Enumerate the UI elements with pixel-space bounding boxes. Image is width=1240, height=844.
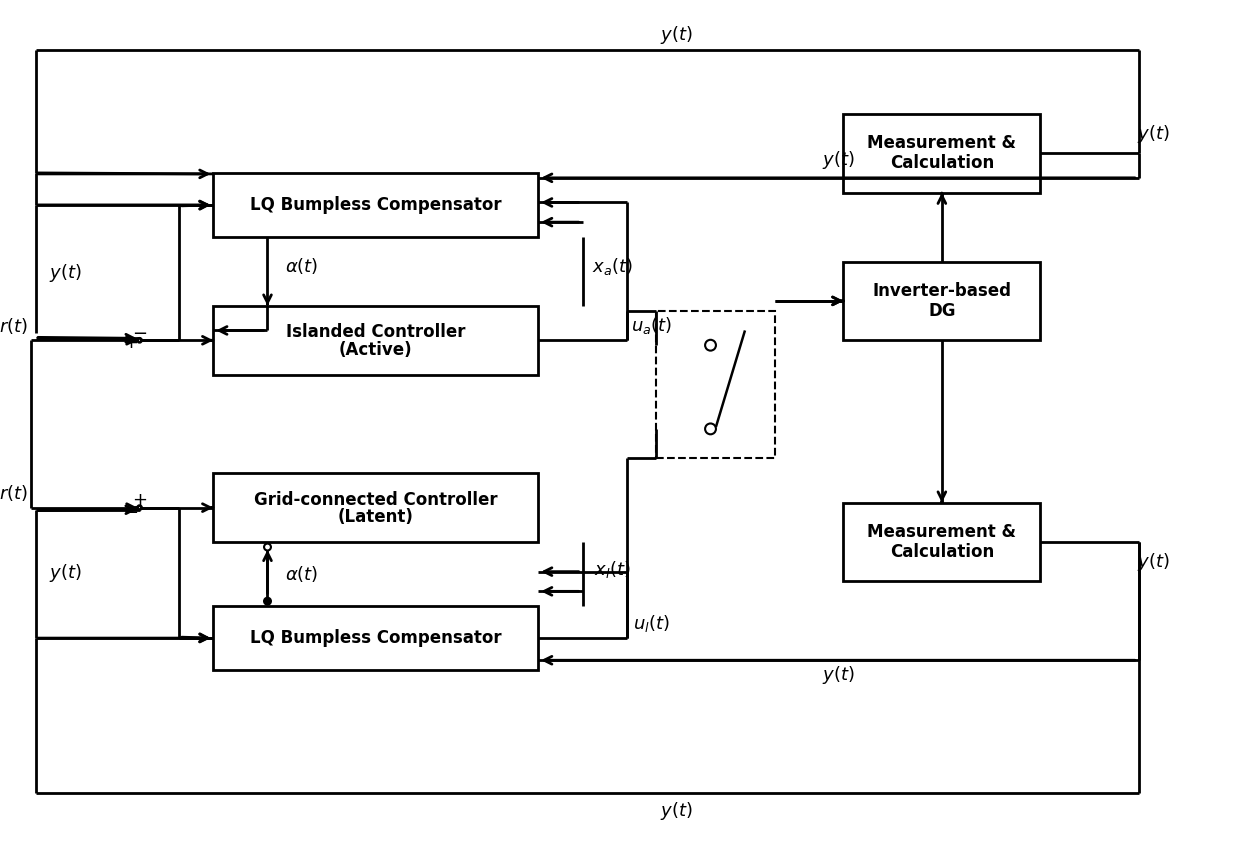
Text: $-$: $-$ <box>123 501 138 520</box>
Circle shape <box>706 340 715 350</box>
Bar <box>213 473 538 542</box>
Text: Measurement &: Measurement & <box>867 134 1017 153</box>
Bar <box>213 173 538 237</box>
Text: LQ Bumpless Compensator: LQ Bumpless Compensator <box>250 629 502 647</box>
Text: $y(t)$: $y(t)$ <box>822 149 854 171</box>
Text: LQ Bumpless Compensator: LQ Bumpless Compensator <box>250 196 502 214</box>
Text: Measurement &: Measurement & <box>867 523 1017 541</box>
Text: Islanded Controller: Islanded Controller <box>286 323 465 342</box>
Circle shape <box>138 506 141 510</box>
Text: (Latent): (Latent) <box>337 508 414 527</box>
Text: $r(t)$: $r(t)$ <box>0 316 29 336</box>
Text: $\alpha(t)$: $\alpha(t)$ <box>285 257 319 277</box>
Text: $y(t)$: $y(t)$ <box>660 24 692 46</box>
Text: DG: DG <box>928 302 956 320</box>
Text: $y(t)$: $y(t)$ <box>1137 551 1169 573</box>
Text: $r(t)$: $r(t)$ <box>0 483 29 503</box>
Circle shape <box>264 598 272 604</box>
Bar <box>843 503 1040 582</box>
Text: $-$: $-$ <box>131 323 148 342</box>
Bar <box>213 606 538 670</box>
Bar <box>656 311 775 458</box>
Circle shape <box>264 544 272 550</box>
Text: Inverter-based: Inverter-based <box>873 282 1012 300</box>
Text: Calculation: Calculation <box>890 154 994 172</box>
Text: (Active): (Active) <box>339 341 413 360</box>
Text: $y(t)$: $y(t)$ <box>660 800 692 822</box>
Circle shape <box>706 424 715 435</box>
Text: Grid-connected Controller: Grid-connected Controller <box>254 490 497 509</box>
Bar <box>843 114 1040 192</box>
Text: $+$: $+$ <box>131 490 148 509</box>
Bar <box>213 306 538 375</box>
Text: $u_a(t)$: $u_a(t)$ <box>631 315 672 336</box>
Bar <box>843 262 1040 340</box>
Circle shape <box>138 338 141 343</box>
Text: $u_l(t)$: $u_l(t)$ <box>632 613 670 634</box>
Text: $y(t)$: $y(t)$ <box>50 562 82 584</box>
Text: $x_l(t)$: $x_l(t)$ <box>594 559 630 580</box>
Text: $y(t)$: $y(t)$ <box>822 664 854 686</box>
Text: $x_a(t)$: $x_a(t)$ <box>591 256 632 277</box>
Text: $+$: $+$ <box>123 334 138 352</box>
Text: $\alpha(t)$: $\alpha(t)$ <box>285 564 319 584</box>
Text: $y(t)$: $y(t)$ <box>1137 122 1169 144</box>
Text: Calculation: Calculation <box>890 543 994 561</box>
Text: $y(t)$: $y(t)$ <box>50 262 82 284</box>
